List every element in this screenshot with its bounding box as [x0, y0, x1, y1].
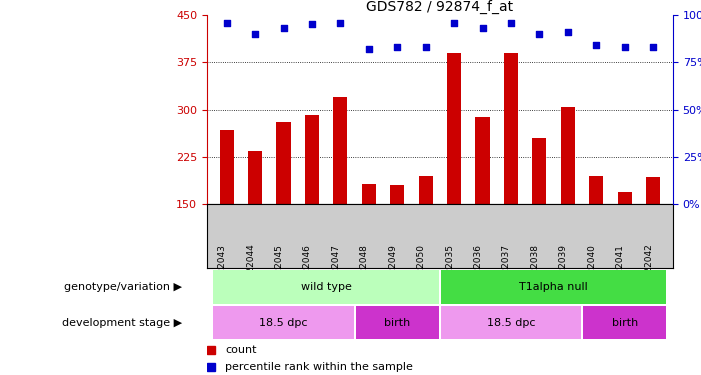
Point	[619, 44, 630, 50]
Bar	[504, 53, 518, 204]
Bar	[441, 270, 666, 304]
Point	[250, 31, 261, 37]
Point	[278, 25, 289, 31]
Point	[562, 29, 573, 35]
Bar	[390, 186, 404, 204]
Point	[449, 20, 460, 26]
Bar	[561, 106, 575, 204]
Text: 18.5 dpc: 18.5 dpc	[259, 318, 308, 327]
Title: GDS782 / 92874_f_at: GDS782 / 92874_f_at	[367, 0, 513, 14]
Text: birth: birth	[384, 318, 410, 327]
Point	[477, 25, 488, 31]
Bar	[214, 306, 353, 339]
Bar	[219, 130, 234, 204]
Bar	[276, 122, 291, 204]
Bar	[418, 176, 433, 204]
Bar	[532, 138, 547, 204]
Point	[505, 20, 517, 26]
Point	[591, 42, 602, 48]
Bar	[646, 177, 660, 204]
Bar	[589, 176, 604, 204]
Text: wild type: wild type	[301, 282, 352, 292]
Text: genotype/variation ▶: genotype/variation ▶	[64, 282, 182, 292]
Bar	[475, 117, 489, 204]
Point	[420, 44, 431, 50]
Bar	[618, 192, 632, 204]
Text: T1alpha null: T1alpha null	[519, 282, 588, 292]
Point	[335, 20, 346, 26]
Bar	[447, 53, 461, 204]
Bar	[214, 270, 439, 304]
Text: count: count	[226, 345, 257, 355]
Point	[306, 21, 318, 27]
Point	[533, 31, 545, 37]
Bar	[305, 115, 319, 204]
Bar	[362, 183, 376, 204]
Text: percentile rank within the sample: percentile rank within the sample	[226, 362, 414, 372]
Bar	[248, 151, 262, 204]
Text: development stage ▶: development stage ▶	[62, 318, 182, 327]
Text: birth: birth	[611, 318, 638, 327]
Point	[648, 44, 659, 50]
Point	[221, 20, 232, 26]
Point	[392, 44, 403, 50]
Bar	[583, 306, 666, 339]
Bar	[333, 97, 348, 204]
Bar	[355, 306, 439, 339]
Text: 18.5 dpc: 18.5 dpc	[486, 318, 535, 327]
Bar	[441, 306, 581, 339]
Point	[363, 46, 374, 52]
